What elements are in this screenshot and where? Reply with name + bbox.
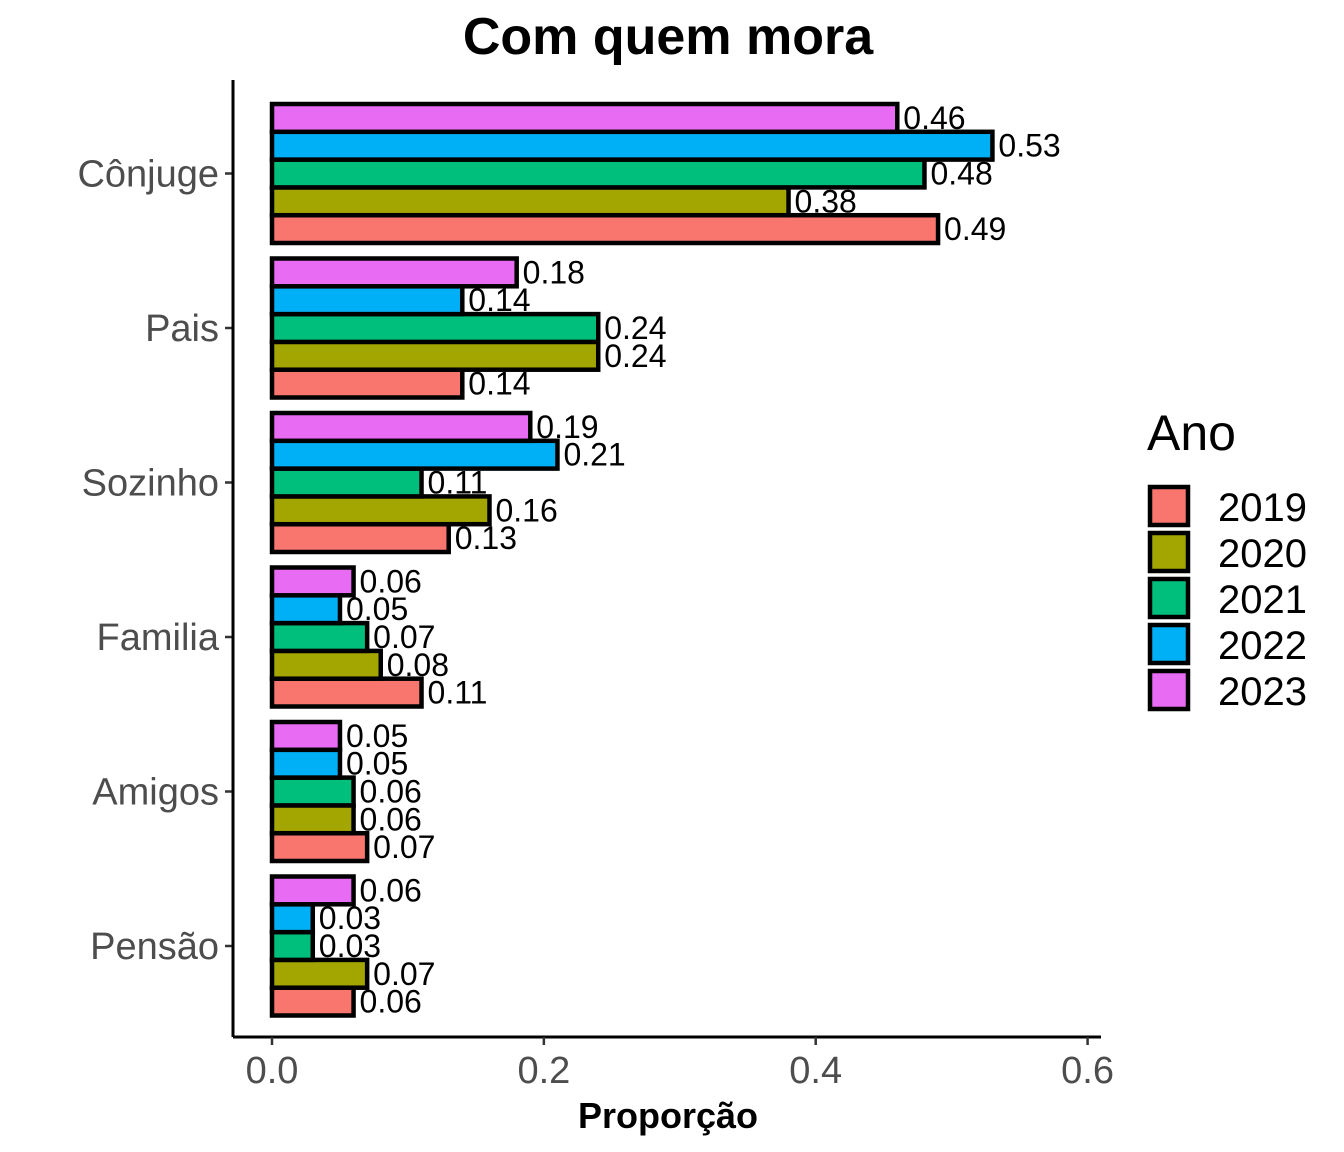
y-tick-label: Cônjuge — [77, 154, 219, 196]
y-tick-label: Pais — [145, 308, 219, 350]
bar-2023-2 — [269, 410, 533, 444]
data-label: 0.07 — [373, 619, 435, 655]
data-label: 0.05 — [346, 591, 408, 627]
legend-title: Ano — [1147, 405, 1236, 461]
legend-label: 2021 — [1218, 578, 1307, 622]
data-label: 0.06 — [360, 774, 422, 810]
data-label: 0.05 — [346, 718, 408, 754]
legend-key-2023 — [1147, 668, 1191, 712]
data-label: 0.21 — [563, 437, 625, 473]
legend-label: 2020 — [1218, 532, 1307, 576]
data-label: 0.06 — [360, 801, 422, 837]
data-label: 0.49 — [944, 211, 1006, 247]
x-tick-label: 0.6 — [1061, 1050, 1114, 1092]
bar-2021-4 — [269, 775, 356, 808]
legend-label: 2019 — [1218, 486, 1307, 530]
data-label: 0.03 — [319, 928, 381, 964]
data-label: 0.53 — [998, 128, 1060, 164]
bar-2020-2 — [269, 494, 492, 527]
bar-2022-4 — [269, 747, 343, 780]
bar-2022-2 — [269, 438, 560, 471]
x-tick-label: 0.0 — [246, 1050, 299, 1092]
bar-2019-4 — [269, 830, 370, 864]
bar-2023-3 — [269, 565, 356, 598]
bar-2019-2 — [269, 521, 451, 555]
legend-label: 2023 — [1218, 670, 1307, 714]
bars-layer: 0.490.380.480.530.460.140.240.240.140.18… — [269, 100, 1061, 1020]
legend-key-2020 — [1147, 530, 1191, 574]
bar-2019-3 — [269, 676, 424, 709]
legend-label: 2022 — [1218, 624, 1307, 668]
x-tick-label: 0.2 — [517, 1050, 570, 1092]
bar-2022-0 — [269, 129, 995, 162]
bar-2020-0 — [269, 185, 791, 218]
axes-layer: Cônjuge Pais Sozinho Familia Amigos Pensão 0.0… — [77, 80, 1114, 1092]
data-label: 0.07 — [373, 956, 435, 992]
bar-2023-4 — [269, 719, 343, 753]
y-tick-label: Pensão — [90, 926, 219, 968]
data-label: 0.19 — [536, 409, 598, 445]
y-tick-label: Amigos — [92, 772, 219, 814]
bar-2020-1 — [269, 339, 601, 372]
data-label: 0.07 — [373, 829, 435, 865]
chart-title: Com quem mora — [463, 8, 874, 66]
bar-2022-3 — [269, 593, 343, 626]
data-label: 0.24 — [604, 310, 666, 346]
data-label: 0.06 — [360, 872, 422, 908]
bar-2020-5 — [269, 957, 370, 990]
data-label: 0.05 — [346, 746, 408, 782]
bar-2019-1 — [269, 367, 465, 400]
bar-2022-5 — [269, 902, 316, 935]
data-label: 0.06 — [360, 984, 422, 1020]
bar-2023-1 — [269, 256, 519, 289]
data-label: 0.18 — [523, 254, 585, 290]
data-label: 0.24 — [604, 338, 666, 374]
bar-2019-5 — [269, 985, 356, 1018]
bar-2021-0 — [269, 157, 927, 190]
bar-2019-0 — [269, 212, 941, 246]
data-label: 0.16 — [495, 492, 557, 528]
bar-2021-2 — [269, 466, 424, 499]
legend-key-2021 — [1147, 576, 1191, 620]
data-label: 0.46 — [903, 100, 965, 136]
y-tick-label: Familia — [97, 617, 220, 659]
bar-2023-0 — [269, 101, 900, 135]
data-label: 0.11 — [428, 675, 488, 711]
bar-2022-1 — [269, 284, 465, 317]
bar-2020-3 — [269, 648, 383, 681]
y-tick-label: Sozinho — [82, 463, 219, 505]
bar-2021-1 — [269, 311, 601, 345]
bar-2020-4 — [269, 803, 356, 836]
legend-key-2022 — [1147, 622, 1191, 666]
x-axis-title: Proporção — [578, 1095, 758, 1136]
bar-2023-5 — [269, 874, 356, 907]
bar-2021-3 — [269, 620, 370, 654]
data-label: 0.06 — [360, 563, 422, 599]
legend-key-2019 — [1147, 484, 1191, 528]
data-label: 0.08 — [387, 647, 449, 683]
x-tick-label: 0.4 — [789, 1050, 842, 1092]
bar-2021-5 — [269, 929, 316, 963]
